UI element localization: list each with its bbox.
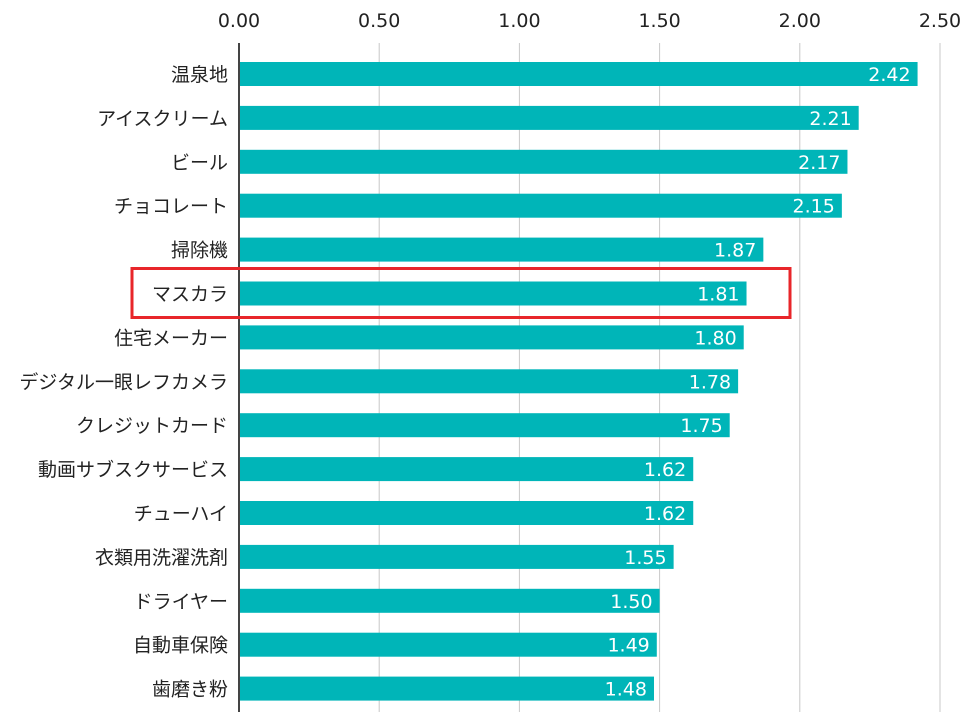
bar xyxy=(239,413,730,438)
value-labels: 2.42 2.21 2.17 2.15 1.87 1.81 1.80 1.78 1.75 1.62… xyxy=(605,64,911,701)
category-labels: 温泉地アイスクリームビールチョコレート掃除機マスカラ住宅メーカーデジタル一眼レフ… xyxy=(19,64,228,701)
bar xyxy=(239,237,764,262)
x-tick-label: 2.00 xyxy=(779,10,821,32)
category-label: 衣類用洗濯洗剤 xyxy=(95,547,228,569)
bar xyxy=(239,149,848,174)
bar xyxy=(239,105,859,130)
value-label: 2.42 xyxy=(868,64,910,86)
x-tick-label: 0.50 xyxy=(358,10,400,32)
value-label: 1.55 xyxy=(624,547,666,569)
bar xyxy=(239,281,747,306)
x-tick-label: 0.00 xyxy=(218,10,260,32)
x-tick-label: 2.50 xyxy=(919,10,961,32)
bar xyxy=(239,325,744,350)
category-label: 自動車保険 xyxy=(133,635,228,657)
value-label: 1.81 xyxy=(697,284,739,306)
category-label: 掃除機 xyxy=(171,240,228,262)
category-label: アイスクリーム xyxy=(97,108,228,130)
value-label: 1.48 xyxy=(605,679,647,701)
bar xyxy=(239,588,660,613)
category-label: チョコレート xyxy=(114,196,228,218)
value-label: 1.50 xyxy=(610,591,652,613)
bar xyxy=(239,632,657,657)
bar xyxy=(239,457,694,482)
category-label: チューハイ xyxy=(134,503,228,525)
value-label: 1.87 xyxy=(714,240,756,262)
value-label: 2.17 xyxy=(798,152,840,174)
bar xyxy=(239,62,918,86)
category-label: マスカラ xyxy=(152,284,228,306)
category-label: ビール xyxy=(171,152,228,174)
category-label: クレジットカード xyxy=(76,415,228,437)
bar xyxy=(239,676,654,701)
x-tick-label: 1.00 xyxy=(498,10,540,32)
value-label: 1.62 xyxy=(644,459,686,481)
value-label: 2.21 xyxy=(809,108,851,130)
bar xyxy=(239,369,739,394)
bar xyxy=(239,193,842,218)
bar xyxy=(239,501,694,525)
highlight-box xyxy=(130,267,792,319)
value-label: 1.80 xyxy=(694,327,736,349)
value-label: 1.78 xyxy=(689,371,731,393)
x-axis-ticks: 0.00 0.50 1.00 1.50 2.00 2.50 xyxy=(218,10,961,32)
category-label: 住宅メーカー xyxy=(114,327,228,349)
category-label: デジタル一眼レフカメラ xyxy=(19,371,228,393)
x-tick-label: 1.50 xyxy=(638,10,680,32)
value-label: 1.62 xyxy=(644,503,686,525)
category-label: 動画サブスクサービス xyxy=(38,458,228,481)
category-label: 温泉地 xyxy=(171,64,228,86)
bars xyxy=(239,62,918,701)
value-label: 1.75 xyxy=(680,415,722,437)
bar xyxy=(239,544,674,569)
value-label: 1.49 xyxy=(607,635,649,657)
category-label: 歯磨き粉 xyxy=(152,679,228,701)
value-label: 2.15 xyxy=(793,196,835,218)
category-label: ドライヤー xyxy=(134,591,228,613)
